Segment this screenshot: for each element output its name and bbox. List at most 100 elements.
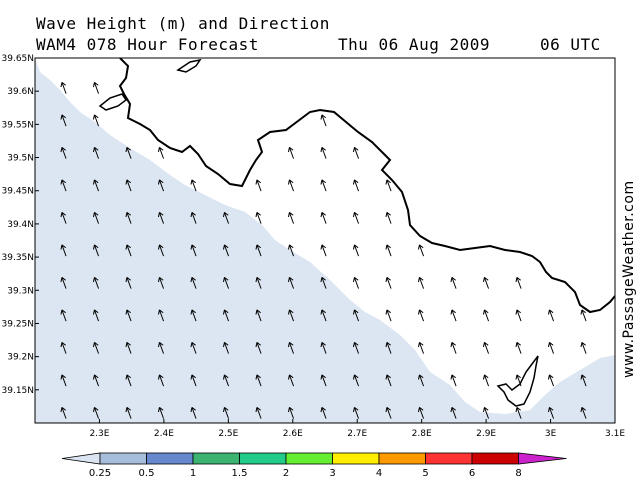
legend-label: 6 bbox=[469, 468, 475, 479]
wave-arrow bbox=[385, 341, 392, 354]
wave-arrow bbox=[482, 341, 490, 354]
wave-arrow bbox=[222, 406, 230, 419]
latitude-axis: 39.65N 39.6N 39.55N 39.5N 39.45N 39.4N 39.35N 3… bbox=[2, 54, 39, 396]
wave-arrow bbox=[287, 146, 295, 159]
wave-height-band-0.25-0.5 bbox=[35, 58, 615, 423]
wave-arrow bbox=[287, 374, 295, 387]
coastline-islet-north bbox=[176, 58, 202, 73]
wave-arrow bbox=[125, 179, 132, 192]
lat-tick-label: 39.65N bbox=[2, 54, 35, 64]
wave-arrow bbox=[157, 211, 165, 224]
wave-arrow bbox=[92, 276, 100, 289]
wave-arrow bbox=[515, 341, 522, 354]
wave-arrow bbox=[320, 146, 327, 159]
wave-arrow bbox=[515, 374, 522, 387]
wave-arrow bbox=[255, 211, 262, 224]
wave-arrow bbox=[190, 341, 197, 354]
wave-arrow bbox=[157, 406, 165, 419]
wave-arrow bbox=[157, 276, 165, 289]
wave-arrow bbox=[287, 341, 295, 354]
legend-label: 8 bbox=[515, 468, 521, 479]
lon-tick-label: 2.8E bbox=[412, 429, 432, 439]
wave-arrow bbox=[287, 211, 295, 224]
wave-arrow bbox=[60, 309, 67, 322]
wave-arrow bbox=[92, 406, 100, 419]
wave-arrow bbox=[92, 211, 100, 224]
wave-arrow bbox=[60, 341, 67, 354]
wave-arrow bbox=[320, 276, 327, 289]
wave-arrow bbox=[352, 341, 360, 354]
wave-arrow bbox=[287, 406, 295, 419]
lat-tick-label: 39.4N bbox=[7, 220, 34, 230]
forecast-time: 06 UTC bbox=[540, 35, 601, 54]
lon-tick-label: 2.7E bbox=[347, 429, 367, 439]
wave-arrow bbox=[385, 179, 392, 192]
wave-arrow bbox=[450, 276, 457, 289]
page-title: Wave Height (m) and Direction bbox=[36, 14, 330, 33]
wave-arrow bbox=[60, 114, 67, 127]
wave-arrow bbox=[255, 244, 262, 257]
wave-arrow bbox=[222, 309, 230, 322]
wave-arrow bbox=[385, 374, 392, 387]
wave-arrow bbox=[190, 309, 197, 322]
wave-arrow bbox=[580, 341, 587, 354]
legend-swatch bbox=[61, 452, 101, 465]
legend-label: 4 bbox=[376, 468, 382, 479]
wave-arrow bbox=[92, 179, 100, 192]
legend-label: 0.25 bbox=[89, 468, 111, 479]
wave-arrow bbox=[580, 374, 587, 387]
wave-arrow bbox=[320, 309, 327, 322]
wave-arrow bbox=[190, 406, 197, 419]
wave-arrow bbox=[222, 374, 230, 387]
wave-arrow bbox=[92, 374, 100, 387]
coastline-small-islet bbox=[98, 93, 128, 111]
coastline-cabrera bbox=[496, 355, 539, 407]
wave-arrow bbox=[385, 406, 392, 419]
wave-arrow bbox=[417, 374, 425, 387]
wave-arrow bbox=[320, 179, 327, 192]
wave-arrow bbox=[417, 276, 425, 289]
wave-arrow bbox=[60, 406, 67, 419]
wave-arrow bbox=[157, 309, 165, 322]
lat-tick-label: 39.5N bbox=[7, 154, 34, 164]
wave-arrow bbox=[125, 341, 132, 354]
wave-arrow bbox=[482, 309, 490, 322]
wave-arrow bbox=[92, 244, 100, 257]
wave-arrow bbox=[450, 341, 457, 354]
wave-arrow bbox=[417, 309, 425, 322]
wave-arrow bbox=[287, 309, 295, 322]
wave-arrow bbox=[580, 309, 587, 322]
wave-arrow bbox=[60, 81, 67, 94]
wave-arrow bbox=[547, 374, 555, 387]
wave-arrow bbox=[320, 114, 327, 127]
legend-label: 2 bbox=[283, 468, 289, 479]
wave-arrow bbox=[255, 309, 262, 322]
wave-arrow bbox=[352, 276, 360, 289]
wave-arrow bbox=[157, 341, 165, 354]
legend-label: 1.5 bbox=[232, 468, 248, 479]
wave-arrow bbox=[287, 179, 295, 192]
wave-arrow bbox=[287, 276, 295, 289]
wave-arrow bbox=[482, 406, 490, 419]
wave-arrow bbox=[125, 309, 132, 322]
legend-label: 5 bbox=[422, 468, 428, 479]
wave-arrow bbox=[190, 211, 197, 224]
wave-arrow bbox=[125, 406, 132, 419]
wave-arrow bbox=[450, 406, 457, 419]
wave-arrow bbox=[157, 179, 165, 192]
lon-tick-label: 3E bbox=[545, 429, 557, 439]
wave-arrow bbox=[255, 276, 262, 289]
legend-label: 3 bbox=[329, 468, 335, 479]
legend-swatch bbox=[518, 452, 567, 465]
wave-arrow bbox=[157, 244, 165, 257]
legend-swatch bbox=[146, 452, 194, 465]
wave-arrow bbox=[320, 244, 327, 257]
wave-arrow bbox=[352, 406, 360, 419]
wave-arrow bbox=[385, 309, 392, 322]
coastline-mallorca bbox=[118, 58, 615, 314]
wave-arrow bbox=[515, 406, 522, 419]
wave-arrow bbox=[320, 211, 327, 224]
legend-swatch bbox=[285, 452, 333, 465]
wave-arrow bbox=[515, 309, 522, 322]
